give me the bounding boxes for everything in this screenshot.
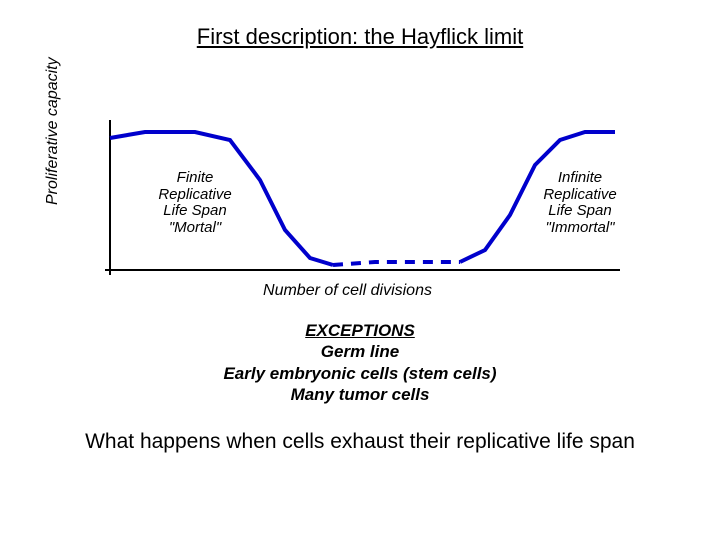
exceptions-line: Germ line (0, 341, 720, 362)
mortal-label: Finite Replicative Life Span "Mortal" (140, 170, 250, 236)
y-axis-label: Proliferative capacity (44, 57, 62, 205)
mortal-label-line: Finite (140, 170, 250, 187)
exceptions-block: EXCEPTIONS Germ line Early embryonic cel… (0, 320, 720, 405)
x-axis-label: Number of cell divisions (75, 282, 620, 300)
exceptions-heading: EXCEPTIONS (0, 320, 720, 341)
bridge-curve (333, 262, 460, 265)
immortal-label-line: Infinite (525, 170, 635, 187)
exceptions-line: Early embryonic cells (stem cells) (0, 363, 720, 384)
exceptions-line: Many tumor cells (0, 384, 720, 405)
mortal-label-line: Life Span (140, 203, 250, 220)
immortal-label-line: Life Span (525, 203, 635, 220)
mortal-label-line: "Mortal" (140, 220, 250, 237)
immortal-label-line: Replicative (525, 187, 635, 204)
slide: First description: the Hayflick limit Pr… (0, 0, 720, 540)
slide-title: First description: the Hayflick limit (0, 24, 720, 50)
immortal-label-line: "Immortal" (525, 220, 635, 237)
mortal-label-line: Replicative (140, 187, 250, 204)
closing-question: What happens when cells exhaust their re… (0, 430, 720, 454)
immortal-label: Infinite Replicative Life Span "Immortal… (525, 170, 635, 236)
